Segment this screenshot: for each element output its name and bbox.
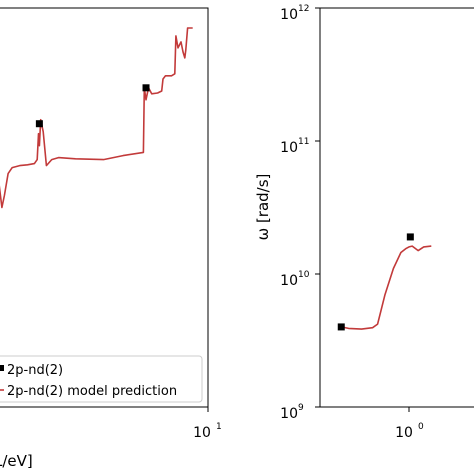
legend-box [0, 355, 203, 403]
right-chart: 10 12 10 11 10 10 10 9 10 0 ω [rad/s] [254, 4, 474, 441]
legend-keys [0, 365, 4, 391]
right-ytick-1e9: 10 9 [280, 403, 320, 422]
left-marker-point [35, 120, 43, 128]
right-ytick-label-base: 10 [280, 7, 298, 23]
right-xtick-10-0: 10 0 [395, 407, 424, 441]
right-ytick-label-exp: 12 [298, 4, 309, 14]
right-ytick-label-base: 10 [280, 273, 298, 289]
left-axes-frame [0, 7, 209, 408]
right-xtick-exponent: 0 [418, 422, 424, 432]
right-ytick-label-exp: 10 [298, 270, 310, 280]
right-ytick-label-base: 10 [280, 140, 298, 156]
right-ytick-1e10: 10 10 [280, 270, 320, 289]
left-xtick-exponent: 1 [216, 422, 222, 432]
right-ytick-label-base: 10 [280, 406, 298, 422]
right-series-line [341, 245, 432, 330]
right-marker-point [406, 233, 414, 241]
legend-key-square [0, 365, 4, 371]
left-x-axis-label: L/eV] [0, 452, 33, 470]
left-xtick-base: 10 [193, 425, 211, 441]
left-chart: 10 1 L/eV] 2p-nd(2) 2p-nd(2) model predi… [0, 7, 222, 470]
left-marker-point [142, 84, 150, 92]
left-xtick-10-1: 10 1 [193, 407, 222, 441]
legend: 2p-nd(2) 2p-nd(2) model prediction [0, 355, 203, 403]
right-marker-point [337, 323, 345, 331]
right-ytick-label-exp: 11 [298, 137, 309, 147]
right-xtick-base: 10 [395, 425, 413, 441]
right-y-axis-label: ω [rad/s] [254, 174, 272, 241]
right-axes-frame [319, 7, 474, 408]
right-ytick-1e11: 10 11 [280, 137, 320, 156]
right-ytick-1e12: 10 12 [280, 4, 320, 23]
left-series-line [0, 27, 193, 209]
right-plot-area [337, 233, 432, 331]
left-plot-area [0, 27, 193, 209]
right-ytick-label-exp: 9 [298, 403, 304, 413]
legend-entry-model: 2p-nd(2) model prediction [7, 384, 177, 399]
legend-entry-measured: 2p-nd(2) [7, 363, 63, 378]
